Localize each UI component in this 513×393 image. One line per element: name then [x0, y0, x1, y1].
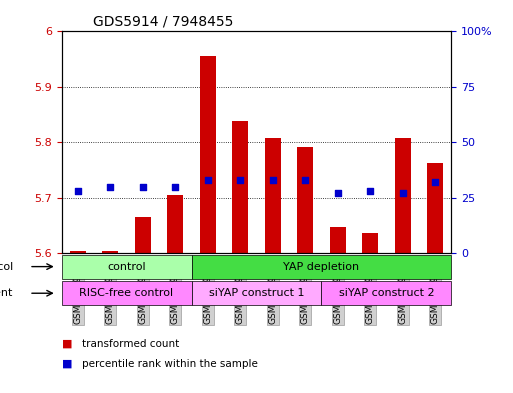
- Bar: [62, 281, 191, 305]
- Bar: [322, 281, 451, 305]
- Bar: [102, 250, 119, 253]
- Bar: [232, 121, 248, 253]
- Point: [431, 179, 439, 185]
- Bar: [362, 233, 378, 253]
- Text: GDS5914 / 7948455: GDS5914 / 7948455: [93, 15, 233, 29]
- Point: [366, 188, 374, 194]
- Text: ■: ■: [62, 358, 72, 369]
- Bar: [134, 217, 151, 253]
- Text: YAP depletion: YAP depletion: [283, 262, 360, 272]
- Point: [139, 184, 147, 190]
- Bar: [265, 138, 281, 253]
- Text: protocol: protocol: [0, 262, 13, 272]
- Bar: [191, 281, 322, 305]
- Text: RISC-free control: RISC-free control: [80, 288, 173, 298]
- Text: transformed count: transformed count: [82, 339, 180, 349]
- Bar: [167, 195, 183, 253]
- Text: agent: agent: [0, 288, 13, 298]
- Bar: [427, 163, 443, 253]
- Point: [171, 184, 180, 190]
- Point: [301, 177, 309, 183]
- Bar: [200, 57, 216, 253]
- Bar: [329, 227, 346, 253]
- Bar: [191, 255, 451, 279]
- Text: siYAP construct 1: siYAP construct 1: [209, 288, 304, 298]
- Point: [106, 184, 114, 190]
- Text: control: control: [107, 262, 146, 272]
- Text: percentile rank within the sample: percentile rank within the sample: [82, 358, 258, 369]
- Point: [333, 190, 342, 196]
- Bar: [70, 250, 86, 253]
- Point: [269, 177, 277, 183]
- Point: [74, 188, 82, 194]
- Point: [399, 190, 407, 196]
- Bar: [394, 138, 411, 253]
- Point: [204, 177, 212, 183]
- Text: siYAP construct 2: siYAP construct 2: [339, 288, 435, 298]
- Bar: [62, 255, 191, 279]
- Point: [236, 177, 244, 183]
- Bar: [297, 147, 313, 253]
- Text: ■: ■: [62, 339, 72, 349]
